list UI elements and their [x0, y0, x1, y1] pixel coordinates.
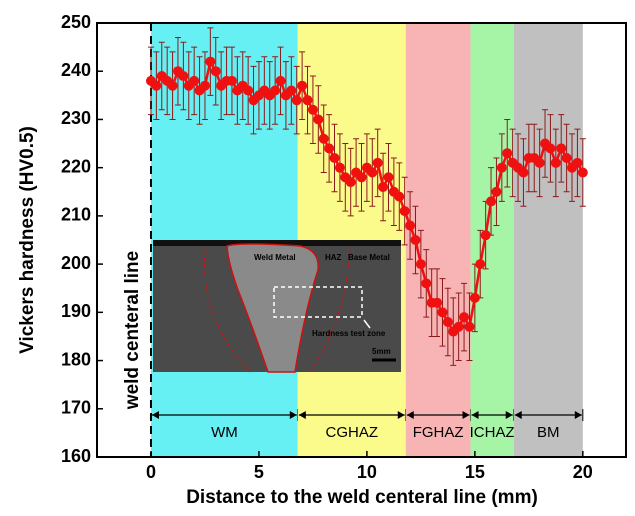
data-point — [199, 80, 210, 91]
micrograph-inset: Weld Metal HAZ Base Metal Hardness test … — [153, 240, 401, 373]
data-point — [151, 80, 162, 91]
data-point — [410, 235, 421, 245]
haz-boundary — [204, 249, 251, 373]
data-point — [464, 321, 475, 332]
centerline-label: weld centeral line — [122, 251, 143, 410]
data-point — [189, 75, 200, 86]
data-point — [432, 297, 443, 308]
data-point — [210, 66, 221, 77]
plot-frame — [96, 22, 627, 458]
data-point — [167, 80, 178, 91]
data-point — [486, 196, 497, 207]
data-point — [534, 157, 545, 168]
x-axis-title: Distance to the weld centeral line (mm) — [186, 487, 538, 508]
inset-label: Weld Metal — [254, 253, 296, 262]
y-tick-label: 240 — [61, 60, 91, 80]
x-tick-label: 15 — [465, 462, 485, 482]
data-point — [437, 307, 448, 318]
haz-boundary — [309, 249, 351, 373]
data-point — [399, 206, 410, 217]
inset-label: Hardness test zone — [312, 329, 386, 338]
data-point — [561, 153, 572, 164]
data-point — [550, 157, 561, 168]
arrow-head — [514, 411, 582, 419]
data-point — [345, 177, 356, 188]
data-point — [307, 104, 318, 115]
data-point — [405, 220, 416, 231]
data-point — [329, 153, 340, 164]
zone-band — [470, 23, 514, 457]
data-point — [545, 143, 556, 154]
test-zone-box — [273, 286, 363, 318]
data-point — [275, 75, 286, 86]
inset-label: 5mm — [372, 347, 391, 356]
weld-bead — [226, 243, 319, 373]
zone-label: FGHAZ — [413, 424, 464, 441]
y-tick-label: 170 — [61, 398, 91, 418]
y-tick-label: 160 — [61, 446, 91, 466]
data-point — [205, 56, 216, 67]
data-point — [367, 167, 378, 178]
data-point — [243, 85, 254, 96]
data-point — [459, 312, 470, 323]
data-point — [226, 75, 237, 86]
x-tick-label: 10 — [357, 462, 377, 482]
y-tick-label: 210 — [61, 205, 91, 225]
data-point — [475, 259, 486, 270]
zone-label: BM — [537, 424, 560, 441]
y-axis-title: Vickers hardness (HV0.5) — [17, 126, 38, 354]
data-point — [270, 85, 281, 96]
zone-label: ICHAZ — [470, 424, 515, 441]
zone-label: WM — [211, 424, 238, 441]
data-point — [286, 85, 297, 96]
data-point — [572, 157, 583, 168]
data-point — [356, 172, 367, 183]
arrow — [363, 319, 371, 329]
zone-label: CGHAZ — [326, 424, 379, 441]
data-point — [442, 316, 453, 327]
y-tick-label: 250 — [61, 12, 91, 32]
data-point — [469, 292, 480, 303]
data-point — [372, 157, 383, 168]
y-tick-label: 200 — [61, 253, 91, 273]
data-point — [334, 162, 345, 173]
data-point — [453, 321, 464, 332]
x-tick-label: 5 — [254, 462, 264, 482]
y-tick-label: 230 — [61, 108, 91, 128]
x-tick-label: 20 — [573, 462, 593, 482]
zone-band — [513, 23, 583, 457]
data-point — [491, 186, 502, 197]
data-point — [291, 95, 302, 106]
y-tick-label: 220 — [61, 156, 91, 176]
data-point — [415, 259, 426, 270]
data-point — [297, 80, 308, 91]
y-tick-label: 180 — [61, 349, 91, 369]
inset-edge — [153, 240, 401, 246]
data-point — [518, 167, 529, 178]
data-point — [302, 95, 313, 106]
data-point — [577, 167, 588, 178]
inset-label: Base Metal — [348, 253, 390, 262]
data-point — [502, 148, 513, 159]
data-point — [394, 191, 405, 202]
y-tick-label: 190 — [61, 301, 91, 321]
data-point — [480, 230, 491, 241]
data-point — [496, 162, 507, 173]
data-point — [378, 181, 389, 192]
x-tick-label: 0 — [146, 462, 156, 482]
data-point — [421, 278, 432, 289]
data-point — [324, 143, 335, 154]
data-point — [556, 143, 567, 154]
inset-label: HAZ — [325, 253, 342, 262]
data-point — [383, 172, 394, 183]
data-point — [318, 133, 329, 144]
data-point — [178, 71, 189, 82]
data-point — [313, 114, 324, 125]
arrow-head — [406, 411, 470, 419]
